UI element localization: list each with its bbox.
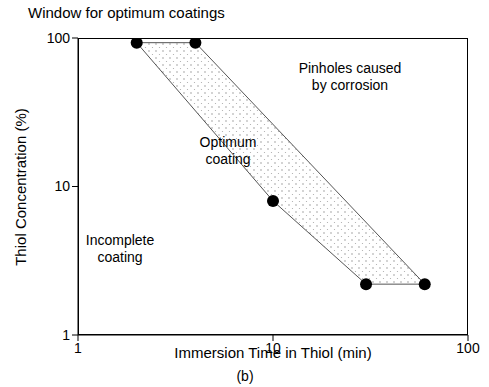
svg-text:100: 100	[47, 30, 71, 46]
html-text:Optimum: Optimum	[199, 134, 257, 150]
html-text:by corrosion: by corrosion	[311, 77, 389, 93]
html-text:Incomplete: Incomplete	[85, 232, 155, 248]
svg-text:1: 1	[74, 340, 82, 356]
html-text:Thiol Concentration (%): Thiol Concentration (%)	[11, 107, 29, 266]
svg-text:100: 100	[456, 340, 480, 356]
html-text:Immersion Time in Thiol (min): Immersion Time in Thiol (min)	[174, 344, 372, 361]
html-text:coating: coating	[205, 151, 251, 167]
html-text:coating: coating	[97, 249, 143, 265]
html-text:Pinholes caused: Pinholes caused	[298, 60, 402, 76]
svg-text:10: 10	[54, 178, 70, 194]
svg-text:1: 1	[62, 327, 70, 343]
html-text:(b): (b)	[236, 368, 254, 384]
html-text:Window for optimum coatings: Window for optimum coatings	[28, 4, 225, 21]
